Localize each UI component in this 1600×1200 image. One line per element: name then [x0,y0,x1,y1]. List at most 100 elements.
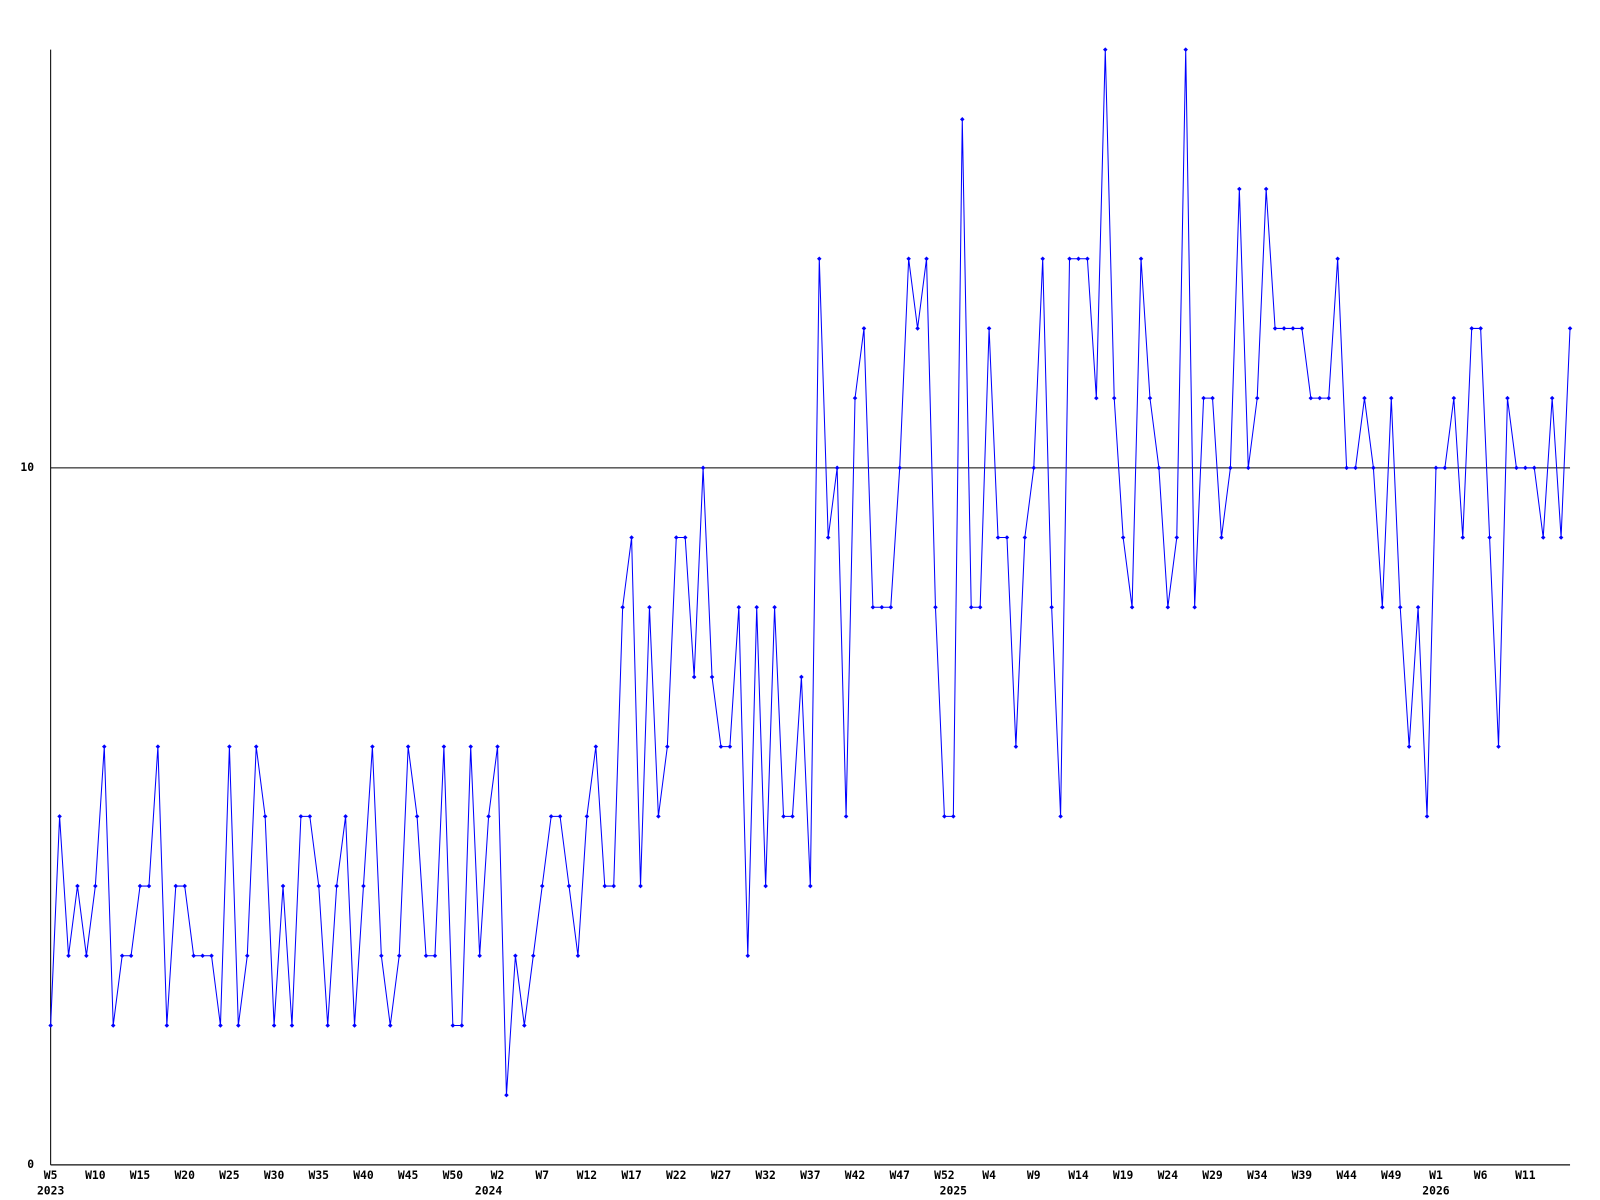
data-point [244,953,250,959]
data-point [486,814,491,819]
data-point [772,604,777,610]
data-point [441,744,447,749]
data-point [1129,604,1135,610]
data-point [1389,395,1394,401]
data-point [1067,256,1072,261]
data-point [75,883,80,889]
data-point [1514,465,1519,471]
data-point [1058,814,1063,819]
data-point [682,535,688,540]
data-point [1281,326,1287,331]
data-point [924,256,929,261]
data-point [191,953,196,959]
data-point [182,883,187,889]
data-point [396,953,402,959]
data-point [1567,326,1573,331]
data-point [620,604,625,610]
data-point [352,1023,357,1028]
x-tick-label: W5 [44,1168,58,1182]
data-point [137,883,143,889]
data-point [799,674,804,680]
data-point [647,604,652,610]
data-point [665,744,670,749]
data-point [825,535,831,540]
data-point [754,604,759,610]
x-tick-label: W15 [130,1168,151,1182]
x-tick-label: W45 [398,1168,419,1182]
x-tick-label: W39 [1292,1168,1313,1182]
data-point [843,814,849,819]
data-point [1192,604,1197,610]
data-point [227,744,232,749]
data-point [209,953,214,959]
data-point [253,744,259,749]
x-tick-label: W14 [1068,1168,1089,1182]
x-tick-label: W30 [264,1168,285,1182]
data-point [995,535,1001,540]
x-tick-label: W52 [934,1168,955,1182]
data-point [673,535,679,540]
data-point [548,814,554,819]
data-point [709,674,715,680]
data-point [1120,535,1126,540]
data-point [1549,395,1555,401]
data-point [1478,326,1483,331]
y-tick-label: 0 [27,1157,34,1171]
data-point [700,465,706,471]
x-tick-label: W19 [1113,1168,1134,1182]
x-tick-label: W47 [889,1168,910,1182]
data-point [977,604,983,610]
data-point [200,953,205,959]
data-point [852,395,858,401]
x-tick-label: W6 [1474,1168,1488,1182]
data-point [1344,465,1349,471]
data-point [146,883,152,889]
x-tick-label: W24 [1158,1168,1179,1182]
data-point [736,604,742,610]
data-point [298,814,304,819]
data-point [1022,535,1028,540]
data-point [262,814,268,819]
data-point [414,814,420,819]
data-point [1165,604,1171,610]
data-point [1013,744,1019,749]
data-point [101,744,107,749]
data-point [1263,186,1269,192]
data-point [1040,256,1045,261]
data-point [361,883,366,889]
data-point [530,953,536,959]
data-point [942,814,947,819]
data-point [745,953,751,959]
data-point [128,953,134,959]
data-point [557,814,563,819]
data-point [1147,395,1153,401]
x-tick-label: W44 [1336,1168,1357,1182]
x-year-label: 2024 [475,1184,503,1198]
data-point [84,953,89,959]
data-point [691,674,697,680]
data-point [1335,256,1340,261]
data-point [155,744,161,749]
data-point [593,744,599,749]
x-year-label: 2023 [37,1184,65,1198]
x-tick-label: W32 [755,1168,776,1182]
data-point [1505,395,1510,401]
data-point [343,814,348,819]
data-point [539,883,545,889]
x-tick-label: W10 [85,1168,106,1182]
data-point [495,744,500,749]
data-point [370,744,375,749]
data-point [405,744,411,749]
x-tick-label: W29 [1202,1168,1223,1182]
data-point [1424,814,1430,819]
x-tick-label: W40 [353,1168,374,1182]
data-point [1174,535,1180,540]
x-tick-label: W22 [666,1168,687,1182]
data-point [66,953,71,959]
x-tick-label: W49 [1381,1168,1402,1182]
data-point [816,256,822,261]
data-point [1540,535,1546,540]
data-point [1004,535,1010,540]
data-point [727,744,733,749]
